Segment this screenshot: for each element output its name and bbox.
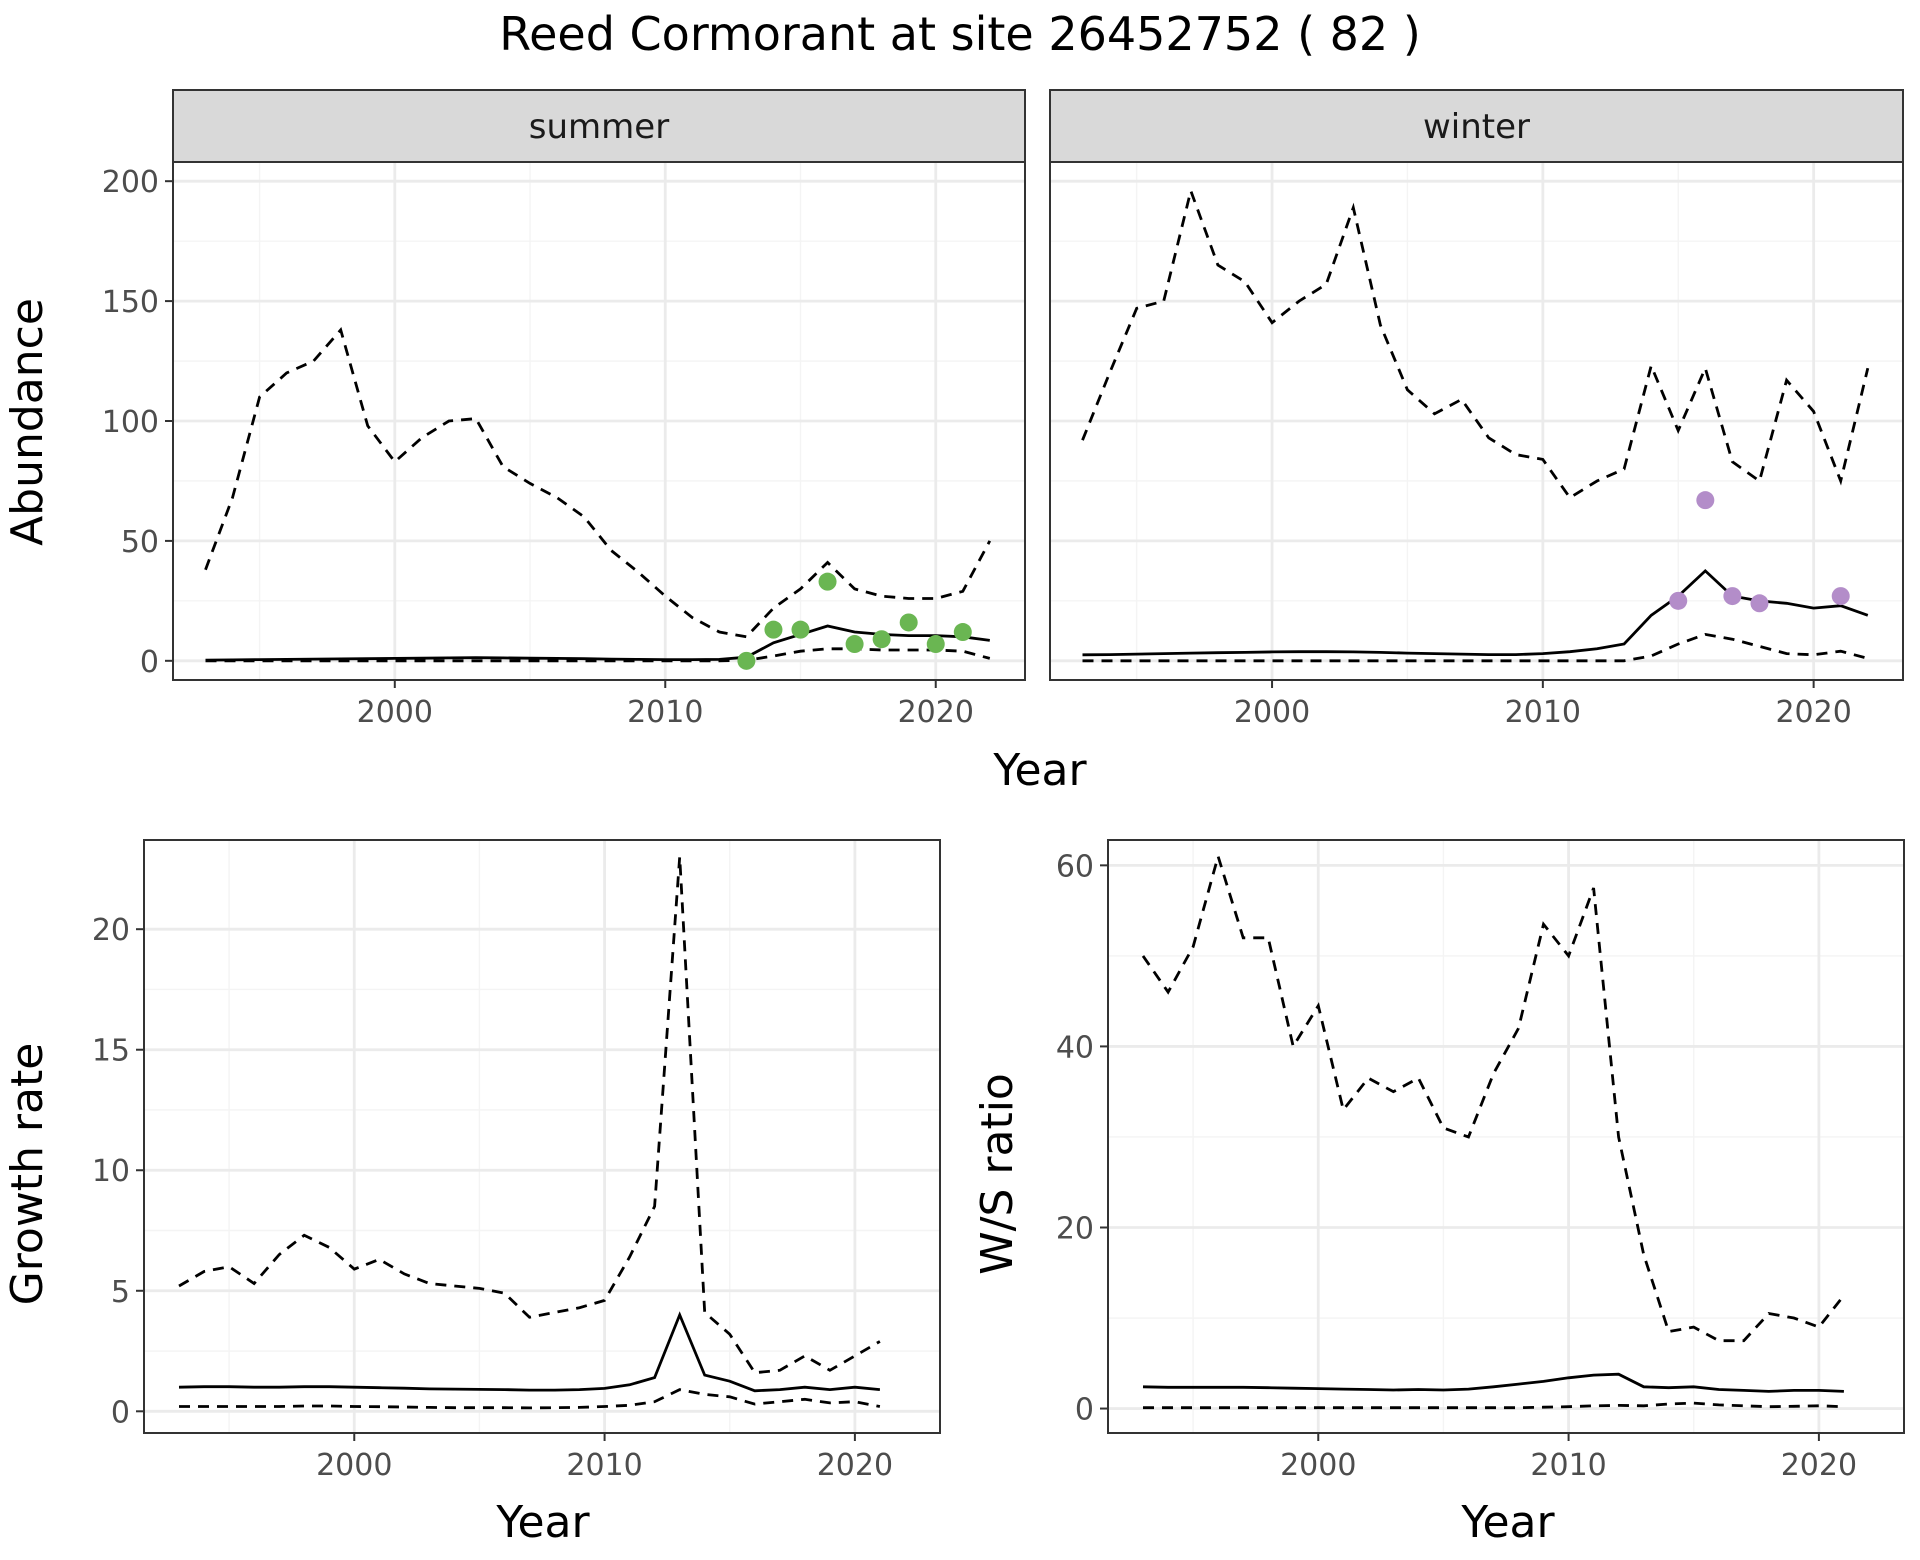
abundance-summer-panel: summer 2000 2010 2020 0 50 100 150 200 [102,89,1026,730]
upper-bound-line [178,856,881,1375]
mean-line [178,1311,881,1393]
y-tick-label: 20 [1056,1211,1094,1246]
page-title: Reed Cormorant at site 26452752 ( 82 ) [499,7,1421,61]
x-tick-label: 2020 [1775,695,1851,730]
ratio-x-axis-title: Year [1460,1497,1555,1548]
x-tick-label: 2000 [1234,695,1310,730]
lower-bound-line [1082,632,1869,663]
growth-y-axis-title: Growth rate [2,1043,53,1306]
y-tick-label: 10 [92,1154,130,1189]
y-tick-label: 100 [102,405,159,440]
x-tick-label: 2010 [566,1448,642,1483]
observed-point [872,630,891,649]
ratio-y-axis-title: W/S ratio [972,1073,1023,1275]
observed-point [1831,587,1850,606]
facet-strip-label: summer [529,107,669,147]
abundance-x-axis-title: Year [992,745,1087,796]
y-tick-label: 5 [111,1275,130,1310]
facet-strip [172,89,1026,163]
x-tick-label: 2010 [1505,695,1581,730]
y-tick-label: 40 [1056,1030,1094,1065]
y-tick-label: 50 [121,525,159,560]
facet-strip-label: winter [1423,107,1530,147]
observed-point [1750,594,1769,613]
lower-bound-line [1143,1401,1844,1410]
observed-point [818,572,837,591]
observed-point [926,635,945,654]
panel-border [143,839,941,1434]
mean-line [205,624,990,662]
x-tick-label: 2020 [1781,1448,1857,1483]
x-tick-label: 2000 [1280,1448,1356,1483]
mean-line [1142,1372,1844,1393]
abundance-y-axis-title: Abundance [2,298,53,546]
observed-point [1723,587,1742,606]
x-tick-label: 2000 [357,695,433,730]
panel-border [1107,839,1905,1434]
observed-point [1669,591,1688,610]
upper-bound-line [204,327,992,639]
y-tick-label: 200 [102,165,159,200]
y-tick-label: 15 [92,1034,130,1069]
ws-ratio-panel: 2000 2010 2020 0 20 40 60 [1056,839,1905,1483]
y-tick-label: 0 [111,1395,130,1430]
facet-strip [1049,89,1904,163]
upper-bound-line [1081,185,1870,500]
y-tick-label: 20 [92,913,130,948]
x-tick-label: 2020 [898,695,974,730]
observed-point [845,635,864,654]
lower-bound-line [179,1388,881,1410]
y-tick-label: 0 [1075,1393,1094,1428]
observed-point [764,620,783,639]
growth-rate-panel: 2000 2010 2020 0 5 10 15 20 [92,839,941,1483]
y-tick-label: 150 [102,285,159,320]
x-tick-label: 2010 [1530,1448,1606,1483]
x-tick-label: 2000 [316,1448,392,1483]
mean-line [1082,568,1869,657]
observed-point [791,620,810,639]
upper-bound-line [1141,851,1845,1343]
observed-point [1696,491,1715,510]
y-tick-label: 0 [140,645,159,680]
abundance-winter-panel: winter 2000 2010 2020 [1049,89,1904,730]
x-tick-label: 2020 [817,1448,893,1483]
x-tick-label: 2010 [627,695,703,730]
growth-x-axis-title: Year [495,1497,590,1548]
observed-point [737,651,756,670]
observed-point [953,623,972,642]
y-tick-label: 60 [1056,849,1094,884]
observed-point [899,613,918,632]
